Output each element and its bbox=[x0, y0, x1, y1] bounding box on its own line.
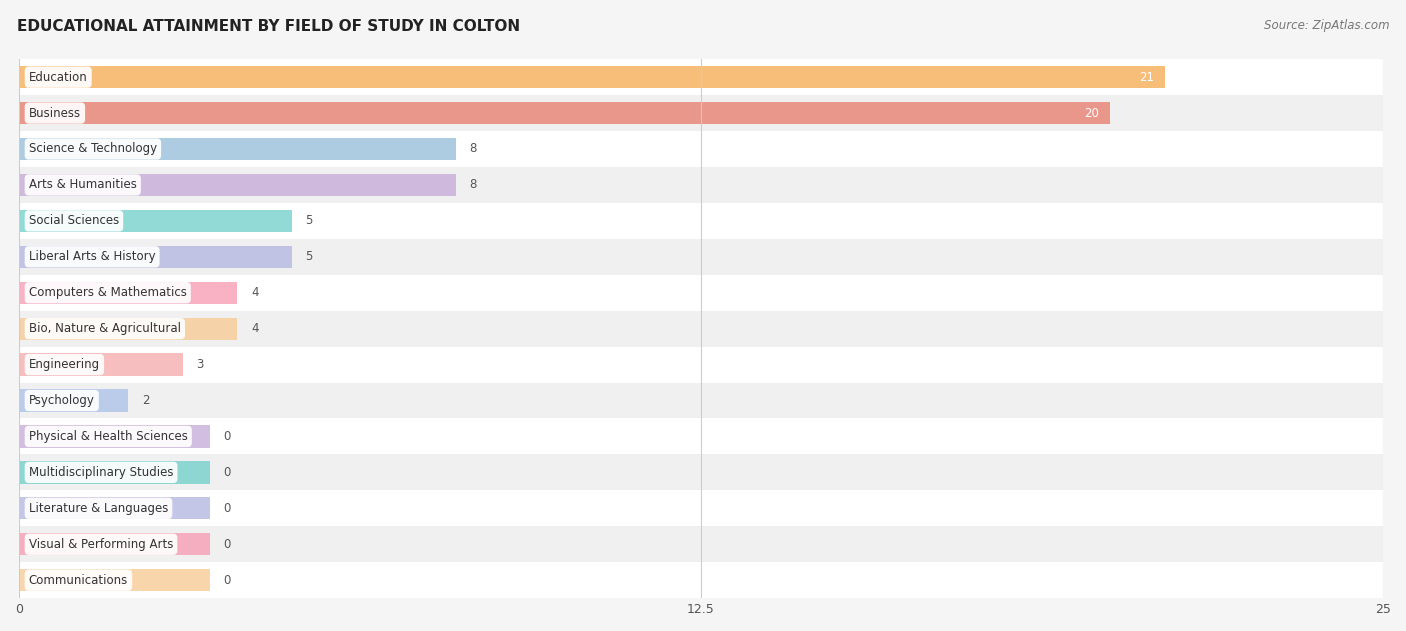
Text: 21: 21 bbox=[1139, 71, 1154, 84]
Text: Arts & Humanities: Arts & Humanities bbox=[28, 179, 136, 191]
Bar bbox=[20, 209, 292, 232]
Text: 4: 4 bbox=[250, 286, 259, 299]
Text: Business: Business bbox=[28, 107, 82, 119]
Text: 5: 5 bbox=[305, 251, 312, 263]
Bar bbox=[20, 425, 209, 447]
Bar bbox=[20, 418, 1384, 454]
Text: 0: 0 bbox=[224, 574, 231, 587]
Bar bbox=[20, 102, 1111, 124]
Text: Science & Technology: Science & Technology bbox=[28, 143, 157, 155]
Text: 5: 5 bbox=[305, 215, 312, 227]
Text: Source: ZipAtlas.com: Source: ZipAtlas.com bbox=[1264, 19, 1389, 32]
Text: Psychology: Psychology bbox=[28, 394, 94, 407]
Text: 0: 0 bbox=[224, 430, 231, 443]
Bar bbox=[20, 167, 1384, 203]
Text: Computers & Mathematics: Computers & Mathematics bbox=[28, 286, 187, 299]
Bar bbox=[20, 245, 292, 268]
Bar bbox=[20, 59, 1384, 95]
Text: Education: Education bbox=[28, 71, 87, 84]
Bar bbox=[20, 569, 209, 591]
Text: 2: 2 bbox=[142, 394, 149, 407]
Bar bbox=[20, 346, 1384, 382]
Bar bbox=[20, 138, 456, 160]
Bar bbox=[20, 310, 1384, 346]
Text: 3: 3 bbox=[197, 358, 204, 371]
Bar bbox=[20, 203, 1384, 239]
Bar bbox=[20, 461, 209, 483]
Bar bbox=[20, 174, 456, 196]
Bar bbox=[20, 274, 1384, 310]
Text: EDUCATIONAL ATTAINMENT BY FIELD OF STUDY IN COLTON: EDUCATIONAL ATTAINMENT BY FIELD OF STUDY… bbox=[17, 19, 520, 34]
Bar bbox=[20, 131, 1384, 167]
Text: Liberal Arts & History: Liberal Arts & History bbox=[28, 251, 156, 263]
Bar bbox=[20, 281, 238, 304]
Text: 8: 8 bbox=[470, 179, 477, 191]
Bar bbox=[20, 497, 209, 519]
Text: 8: 8 bbox=[470, 143, 477, 155]
Bar bbox=[20, 382, 1384, 418]
Text: 20: 20 bbox=[1084, 107, 1099, 119]
Text: 0: 0 bbox=[224, 466, 231, 479]
Text: 0: 0 bbox=[224, 502, 231, 515]
Bar bbox=[20, 526, 1384, 562]
Text: Bio, Nature & Agricultural: Bio, Nature & Agricultural bbox=[28, 322, 181, 335]
Bar bbox=[20, 454, 1384, 490]
Bar bbox=[20, 66, 1164, 88]
Bar bbox=[20, 95, 1384, 131]
Text: Communications: Communications bbox=[28, 574, 128, 587]
Text: Social Sciences: Social Sciences bbox=[28, 215, 120, 227]
Bar bbox=[20, 353, 183, 375]
Bar bbox=[20, 562, 1384, 598]
Text: Multidisciplinary Studies: Multidisciplinary Studies bbox=[28, 466, 173, 479]
Text: Visual & Performing Arts: Visual & Performing Arts bbox=[28, 538, 173, 551]
Bar bbox=[20, 239, 1384, 274]
Bar bbox=[20, 317, 238, 339]
Bar bbox=[20, 490, 1384, 526]
Text: Literature & Languages: Literature & Languages bbox=[28, 502, 169, 515]
Bar bbox=[20, 389, 128, 411]
Text: Physical & Health Sciences: Physical & Health Sciences bbox=[28, 430, 187, 443]
Text: Engineering: Engineering bbox=[28, 358, 100, 371]
Bar bbox=[20, 533, 209, 555]
Text: 0: 0 bbox=[224, 538, 231, 551]
Text: 4: 4 bbox=[250, 322, 259, 335]
